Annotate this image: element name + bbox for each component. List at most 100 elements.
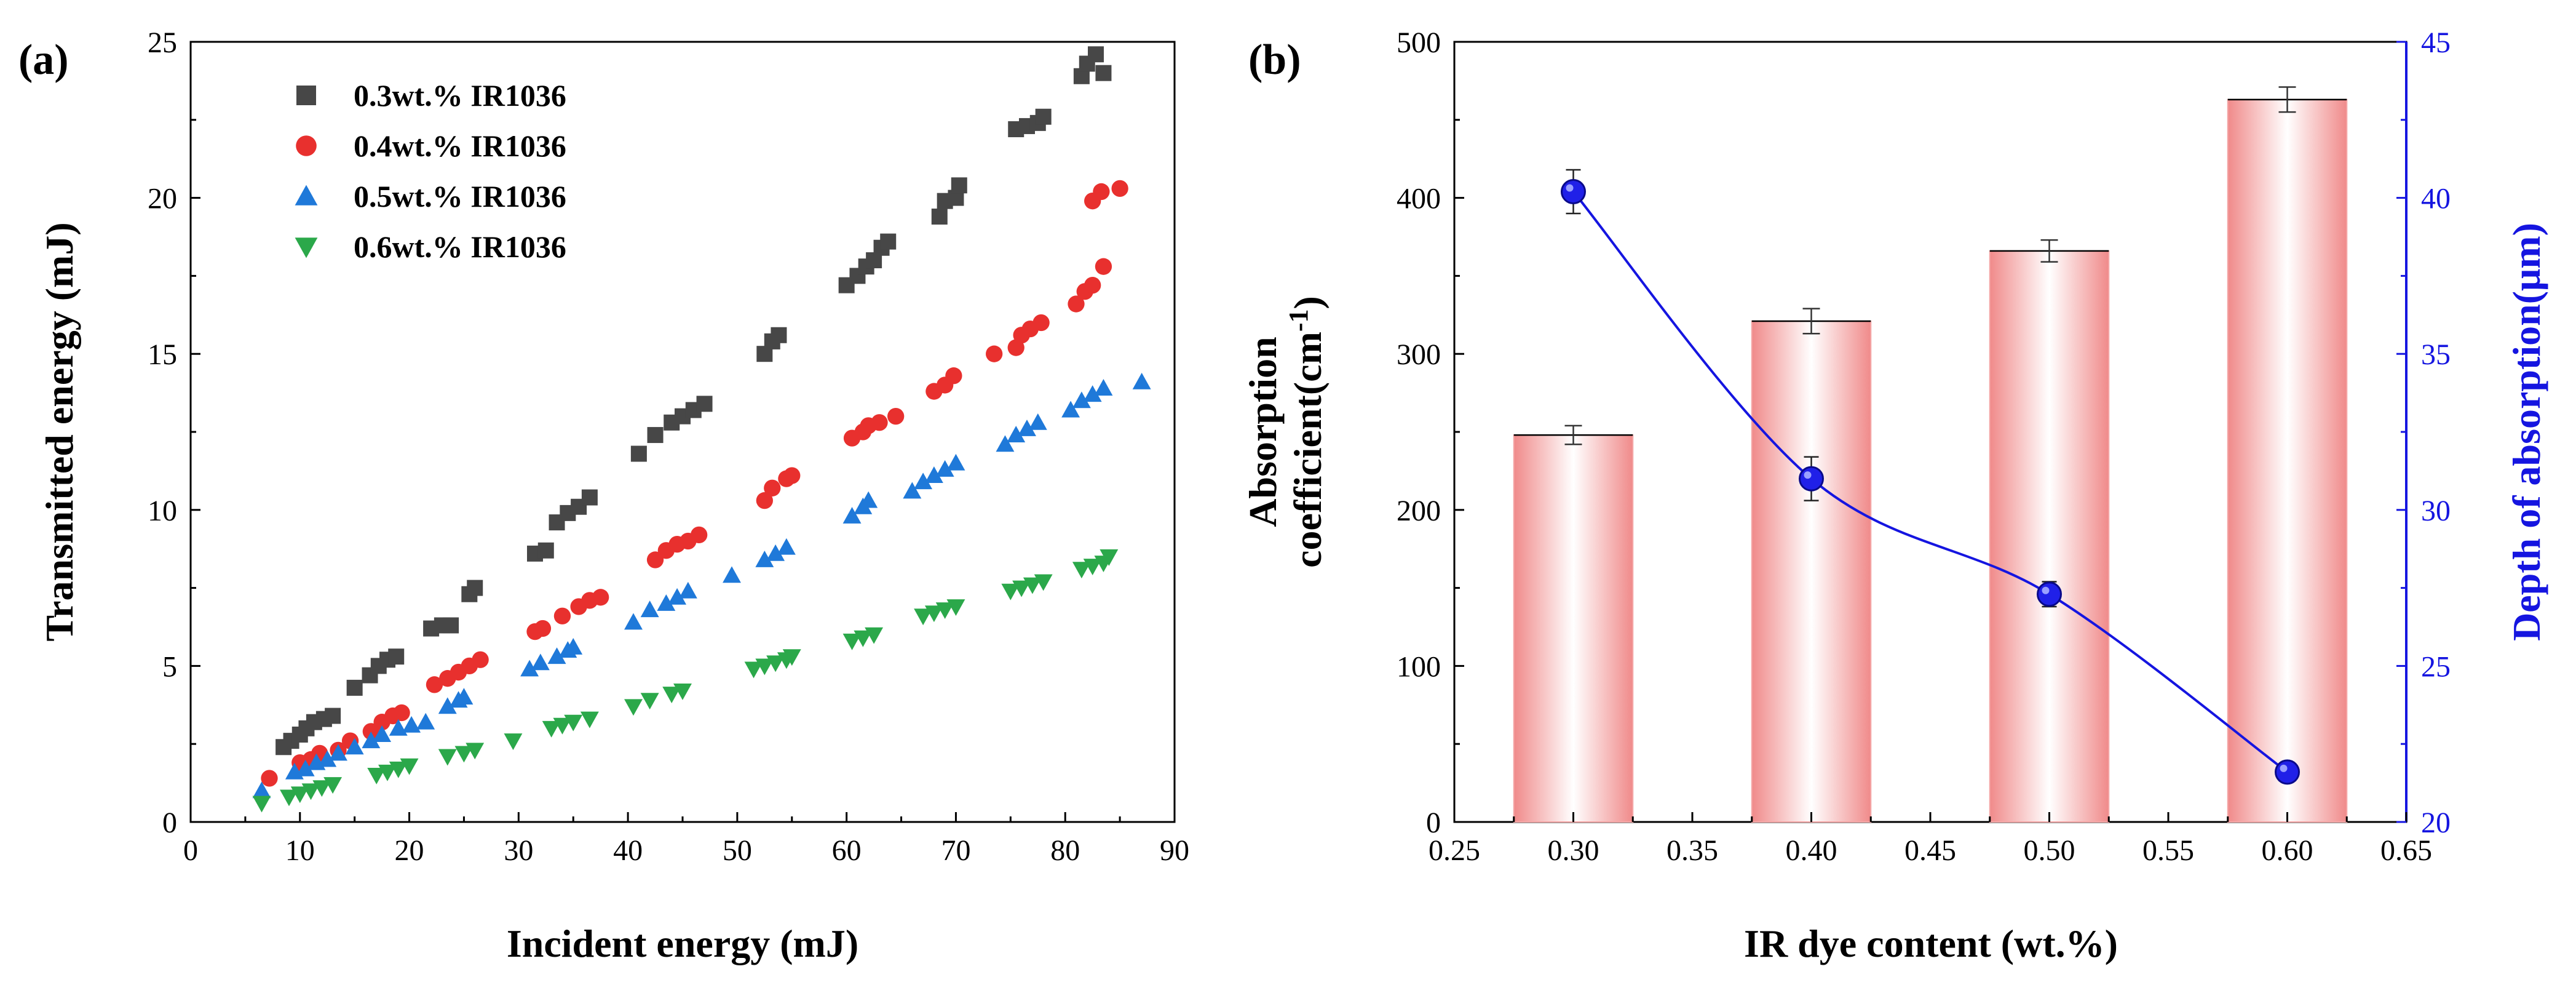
data-point: [647, 427, 664, 444]
panel-b-y-axis-label-line2: coefficient(cm-1): [1283, 296, 1330, 568]
data-point: [1083, 385, 1102, 402]
x-tick-label: 0.40: [1786, 834, 1837, 867]
data-point: [325, 708, 341, 724]
data-point: [537, 542, 554, 559]
panel-b-y-axis-label-line1: Absorption: [1241, 337, 1285, 527]
data-point: [1001, 583, 1020, 600]
data-point: [1100, 549, 1119, 566]
data-point: [542, 720, 561, 738]
y2-tick-label: 35: [2421, 338, 2451, 371]
data-point: [592, 589, 609, 606]
data-point: [564, 638, 583, 655]
data-point: [887, 407, 905, 425]
data-point: [252, 796, 271, 813]
data-point: [301, 783, 320, 800]
data-point: [580, 711, 599, 728]
data-point: [290, 786, 309, 804]
data-point: [903, 482, 922, 499]
data-point: [323, 777, 343, 794]
data-point: [1023, 577, 1042, 594]
data-point: [935, 460, 954, 477]
y-tick-label: 20: [148, 183, 177, 215]
data-point: [280, 789, 298, 807]
data-point: [346, 679, 363, 696]
data-point: [755, 551, 774, 567]
x-tick-label: 0.30: [1548, 834, 1599, 867]
data-point: [777, 538, 796, 555]
panel-a-ticks: 0 10 20 30 40 50 60 70 80 90 0 5 10 15 20 25: [148, 26, 1189, 867]
data-point: [859, 491, 878, 508]
data-point: [373, 725, 392, 742]
depth-point-highlight: [1804, 471, 1812, 479]
data-point: [547, 647, 566, 664]
data-point: [1093, 183, 1110, 201]
data-point: [553, 717, 572, 735]
panel-a-y-axis-label: Transmitted energy (mJ): [38, 222, 81, 641]
legend-marker: [295, 237, 318, 258]
data-point: [783, 467, 801, 484]
data-point: [1061, 401, 1080, 418]
data-point: [1111, 180, 1128, 197]
data-point: [646, 551, 664, 568]
bar: [1513, 434, 1634, 823]
data-point: [782, 649, 801, 666]
panel-b-y-label-exponent: -1: [1283, 309, 1314, 332]
data-point: [842, 633, 862, 650]
y-tick-label: 0: [162, 807, 177, 839]
data-point: [345, 738, 364, 755]
y2-tick-label: 40: [2421, 183, 2451, 215]
panel-b: (b) 0.25 0.30 0.35 0.40 0.45 0.50 0.55 0.60 0.65…: [1241, 26, 2548, 965]
data-point: [771, 327, 787, 343]
x-tick-label: 0.50: [2024, 834, 2075, 867]
data-point: [378, 764, 397, 781]
data-point: [842, 506, 862, 524]
data-point: [871, 414, 888, 431]
data-point: [466, 743, 485, 760]
legend-label: 0.5wt.% IR1036: [354, 179, 566, 213]
data-point: [951, 177, 967, 194]
data-point: [402, 716, 421, 733]
depth-point-highlight: [2042, 586, 2050, 594]
depth-point: [1799, 466, 1824, 492]
data-point: [443, 617, 459, 634]
data-point: [931, 209, 948, 225]
data-point: [252, 781, 271, 799]
data-point: [630, 445, 647, 462]
data-point: [657, 594, 676, 611]
legend-label: 0.3wt.% IR1036: [354, 78, 566, 113]
data-point: [678, 581, 697, 599]
data-point: [531, 653, 550, 671]
data-point: [389, 761, 408, 778]
depth-curve: [1572, 191, 2288, 773]
data-point: [914, 608, 933, 626]
y-tick-label: 15: [148, 338, 177, 371]
y-tick-label: 0: [1426, 807, 1441, 839]
x-tick-label: 10: [285, 834, 315, 867]
data-point: [296, 759, 315, 776]
data-point: [1012, 580, 1031, 597]
y-tick-label: 200: [1397, 495, 1441, 527]
data-point: [924, 466, 943, 483]
data-point: [914, 473, 933, 490]
data-point: [454, 688, 474, 705]
data-point: [393, 704, 410, 722]
data-point: [472, 651, 489, 668]
x-tick-label: 0.25: [1429, 834, 1480, 867]
bar: [2227, 98, 2348, 823]
y-tick-label: 10: [148, 495, 177, 527]
x-tick-label: 0.55: [2142, 834, 2194, 867]
data-point: [362, 732, 381, 749]
panel-b-y-label-unit: coefficient(cm: [1286, 332, 1330, 568]
data-point: [945, 367, 962, 385]
panel-b-y-label-close: ): [1286, 296, 1330, 309]
y2-tick-label: 25: [2421, 650, 2451, 683]
data-point: [924, 605, 943, 623]
data-point: [581, 489, 598, 506]
data-point: [1072, 562, 1091, 579]
data-point: [640, 600, 659, 618]
panel-a-x-axis-label: Incident energy (mJ): [507, 922, 858, 965]
data-point: [744, 661, 763, 679]
legend-label: 0.4wt.% IR1036: [354, 129, 566, 163]
panel-b-ticks: 0.25 0.30 0.35 0.40 0.45 0.50 0.55 0.60 0.65 0 100…: [1397, 26, 2451, 867]
x-tick-label: 0.35: [1666, 834, 1718, 867]
